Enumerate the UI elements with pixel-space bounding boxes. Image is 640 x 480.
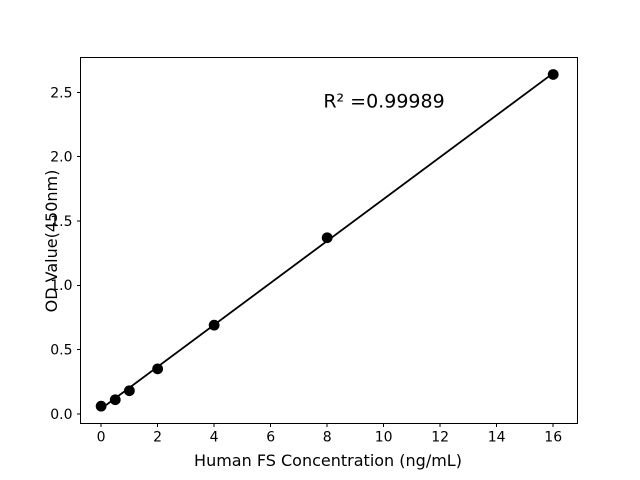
- r-squared-annotation: R² =0.99989: [323, 90, 445, 113]
- y-tick-label: 1.5: [50, 214, 72, 230]
- x-tick-label: 6: [266, 430, 275, 446]
- y-tick-label: 0.0: [50, 407, 72, 423]
- y-tick-label: 2.0: [50, 150, 72, 166]
- data-point: [123, 385, 135, 397]
- x-tick-label: 14: [488, 430, 506, 446]
- y-tick-label: 0.5: [50, 342, 72, 358]
- data-point: [95, 400, 107, 412]
- x-tick-label: 4: [210, 430, 219, 446]
- data-point: [321, 232, 333, 244]
- y-tick-label: 1.0: [50, 278, 72, 294]
- data-point: [152, 363, 164, 375]
- data-point: [208, 319, 220, 331]
- x-tick-label: 2: [153, 430, 162, 446]
- x-axis-label: Human FS Concentration (ng/mL): [194, 451, 462, 470]
- x-tick-label: 10: [375, 430, 393, 446]
- x-tick-label: 16: [544, 430, 562, 446]
- x-tick-label: 12: [431, 430, 449, 446]
- axes-spines: [80, 57, 578, 424]
- data-point: [109, 394, 121, 406]
- x-tick-label: 8: [323, 430, 332, 446]
- data-point: [547, 69, 559, 80]
- x-tick-label: 0: [97, 430, 106, 446]
- y-axis-label: OD Value(450nm): [42, 169, 61, 313]
- y-tick-label: 2.5: [50, 85, 72, 101]
